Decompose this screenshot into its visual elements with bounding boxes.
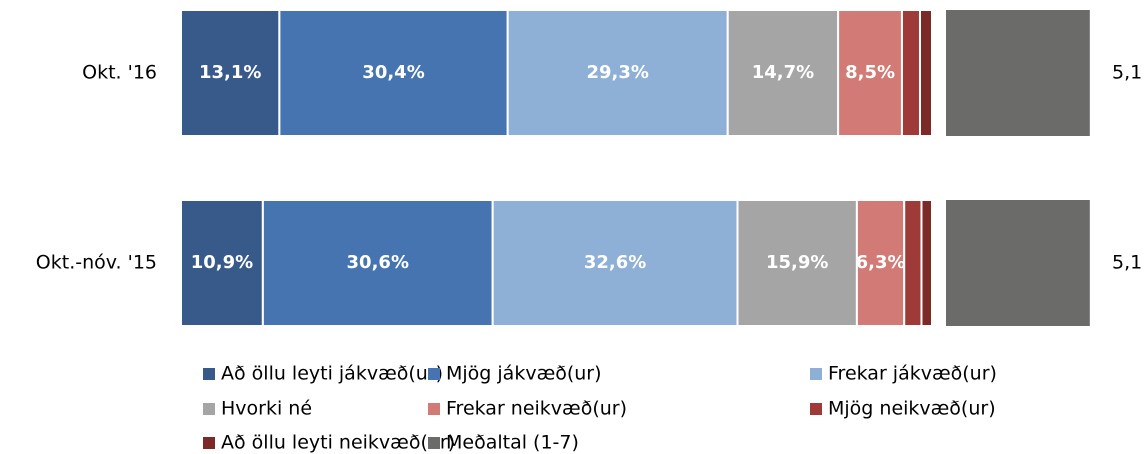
value-label: 14,7% [752,62,814,83]
value-label: 29,3% [586,62,648,83]
legend-label: Hvorki né [221,398,312,420]
legend-swatch [428,403,440,415]
bar-segment [491,199,739,327]
legend-swatch [810,368,822,380]
value-label: 15,9% [766,252,828,273]
bar-segment [736,199,858,327]
bar-segment [180,9,281,137]
bar-segment [900,9,921,137]
legend-label: Meðaltal (1-7) [446,432,579,454]
value-label: 10,9% [191,252,253,273]
bar-segment [920,199,934,327]
legend-swatch [810,403,822,415]
value-label: 30,6% [347,252,409,273]
legend-swatch [203,403,215,415]
bar-segment [837,9,903,137]
legend-label: Frekar jákvæð(ur) [828,363,997,385]
category-label: Okt. '16 [82,62,157,84]
mean-label: 5,1 [1112,62,1142,84]
legend-swatch [203,437,215,449]
legend-label: Mjög jákvæð(ur) [446,363,602,385]
legend-label: Mjög neikvæð(ur) [828,398,996,420]
bar-segment [918,9,934,137]
mean-bar [946,200,1090,326]
category-label: Okt.-nóv. '15 [36,252,157,274]
legend-swatch [428,437,440,449]
bar-segment [855,199,906,327]
value-label: 6,3% [856,252,906,273]
bar-segment [506,9,729,137]
legend-label: Að öllu leyti neikvæð(ur) [221,432,455,454]
bar-segment [261,199,494,327]
mean-bar [946,10,1090,136]
legend-label: Að öllu leyti jákvæð(ur) [221,363,443,385]
bar-segment [903,199,923,327]
legend-label: Frekar neikvæð(ur) [446,398,627,420]
mean-label: 5,1 [1112,252,1142,274]
value-label: 30,4% [362,62,424,83]
value-label: 8,5% [845,62,895,83]
bar-segment [278,9,509,137]
legend-swatch [428,368,440,380]
value-label: 32,6% [584,252,646,273]
legend-swatch [203,368,215,380]
bar-segment [180,199,264,327]
value-label: 13,1% [199,62,261,83]
